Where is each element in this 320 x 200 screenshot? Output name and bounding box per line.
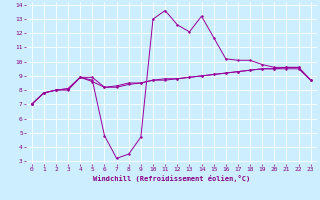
X-axis label: Windchill (Refroidissement éolien,°C): Windchill (Refroidissement éolien,°C) (92, 175, 250, 182)
